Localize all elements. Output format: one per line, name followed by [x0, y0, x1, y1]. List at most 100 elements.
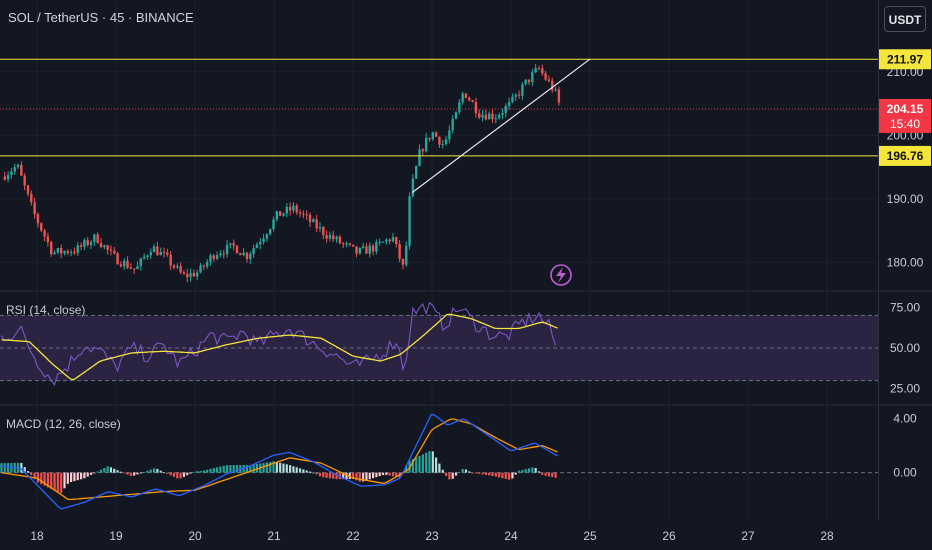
rsi-label[interactable]: RSI (14, close)	[6, 303, 86, 317]
candle-body	[172, 265, 176, 268]
macd-histogram-bar	[358, 472, 361, 482]
x-tick-label: 25	[583, 529, 597, 543]
candle-body	[415, 166, 418, 179]
macd-histogram-bar	[149, 469, 152, 473]
candle-body	[152, 246, 156, 253]
candle-body	[219, 253, 222, 256]
x-tick-label: 26	[662, 529, 676, 543]
candle-body	[242, 252, 245, 256]
macd-histogram-bar	[143, 472, 146, 473]
candle-body	[332, 235, 335, 240]
candle-body	[318, 227, 322, 229]
macd-histogram-bar	[33, 472, 36, 480]
candle-body	[116, 253, 119, 265]
candle-body	[182, 272, 186, 274]
candle-body	[391, 237, 395, 242]
macd-histogram-bar	[378, 472, 381, 477]
price-pane[interactable]	[0, 58, 878, 283]
x-tick-label: 19	[109, 529, 123, 543]
level-price-tag	[879, 145, 931, 166]
candle-body	[355, 246, 358, 254]
candle-body	[106, 245, 109, 250]
macd-histogram-bar	[335, 472, 338, 480]
candle-body	[119, 264, 123, 267]
x-tick-label: 28	[820, 529, 834, 543]
price-tick-label: 180.00	[887, 255, 924, 269]
candle-body	[484, 114, 488, 120]
candle-body	[53, 252, 56, 255]
symbol-header[interactable]: SOL / TetherUS · 45 · BINANCE	[8, 10, 194, 25]
candle-body	[537, 68, 541, 70]
candle-body	[428, 137, 431, 140]
macd-histogram-bar	[448, 472, 451, 480]
macd-pane[interactable]	[0, 414, 878, 510]
macd-histogram-bar	[521, 469, 524, 473]
macd-histogram-bar	[179, 472, 182, 479]
candle-body	[302, 213, 305, 215]
macd-histogram-bar	[478, 472, 481, 474]
rsi-tick-label: 75.00	[890, 300, 920, 314]
macd-histogram-bar	[375, 472, 378, 478]
macd-histogram-bar	[289, 465, 292, 473]
price-tick-label: 190.00	[887, 192, 924, 206]
candle-body	[514, 94, 517, 97]
candle-body	[99, 242, 103, 247]
macd-histogram-bar	[79, 472, 83, 480]
candle-body	[109, 249, 113, 251]
candle-body	[517, 94, 521, 96]
macd-histogram-bar	[315, 472, 318, 475]
macd-histogram-bar	[0, 463, 3, 473]
macd-histogram-bar	[113, 468, 116, 473]
macd-histogram-bar	[133, 472, 136, 476]
macd-histogram-bar	[348, 472, 351, 480]
x-tick-label: 18	[30, 529, 44, 543]
macd-histogram-bar	[352, 472, 355, 480]
candle-body	[298, 212, 302, 214]
candle-body	[361, 246, 365, 248]
macd-histogram-bar	[76, 472, 79, 481]
candle-body	[312, 219, 315, 223]
currency-button[interactable]: USDT	[884, 6, 926, 32]
macd-histogram-bar	[275, 461, 278, 473]
macd-histogram-bar	[189, 472, 192, 474]
candle-body	[345, 243, 348, 245]
candle-body	[229, 243, 232, 245]
rsi-pane[interactable]	[0, 301, 878, 387]
candle-body	[378, 241, 381, 243]
macd-tick-label: 0.00	[893, 466, 917, 480]
macd-histogram-bar	[53, 472, 56, 491]
macd-histogram-bar	[212, 468, 215, 473]
candle-body	[511, 96, 514, 102]
macd-histogram-bar	[46, 472, 50, 488]
macd-histogram-bar	[498, 472, 501, 478]
macd-histogram-bar	[103, 467, 106, 473]
macd-histogram-bar	[524, 469, 527, 473]
macd-label[interactable]: MACD (12, 26, close)	[6, 417, 121, 431]
candle-body	[146, 255, 149, 257]
macd-histogram-bar	[73, 472, 76, 482]
macd-histogram-bar	[66, 472, 69, 484]
candle-body	[375, 241, 378, 252]
candle-body	[278, 211, 282, 216]
macd-histogram-bar	[508, 472, 511, 480]
candle-body	[521, 84, 524, 96]
candle-body	[43, 230, 46, 237]
macd-tick-label: 4.00	[893, 412, 917, 426]
candle-body	[83, 240, 86, 247]
lightning-icon[interactable]	[550, 264, 572, 286]
candle-body	[365, 246, 368, 254]
candle-body	[434, 132, 438, 137]
candle-body	[401, 258, 405, 265]
last-price-label: 204.15	[887, 102, 924, 116]
x-tick-label: 24	[504, 529, 518, 543]
rsi-band	[0, 315, 878, 381]
macd-histogram-bar	[435, 457, 438, 473]
macd-histogram-bar	[391, 472, 395, 477]
candle-body	[205, 261, 209, 267]
macd-signal-line	[1, 418, 558, 501]
macd-histogram-bar	[468, 471, 471, 473]
candle-body	[13, 167, 16, 172]
candle-body	[385, 239, 388, 242]
candle-body	[103, 245, 106, 247]
macd-histogram-bar	[199, 470, 202, 473]
